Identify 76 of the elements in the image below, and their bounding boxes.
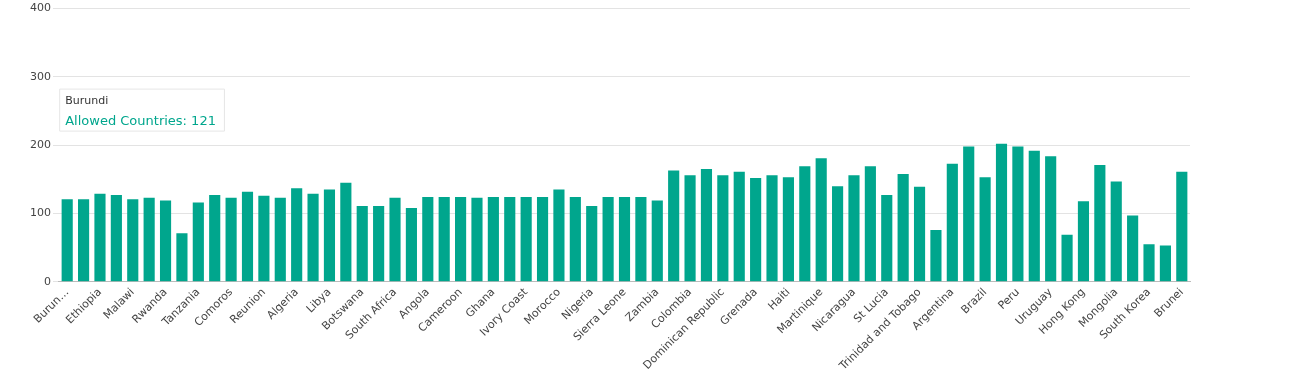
bar [979,177,991,282]
bar [209,195,221,282]
bar [1094,165,1106,282]
bar [864,166,876,282]
bar [127,199,139,282]
y-tick-label: 200 [30,138,51,152]
y-tick-label: 300 [30,69,51,83]
bar [553,189,565,282]
bar [176,233,188,282]
bar [930,229,942,282]
bar [438,197,450,282]
bar [766,175,778,282]
bar [110,195,122,282]
bar [192,202,204,282]
bar [422,197,434,282]
bar [684,175,696,282]
bar [389,197,401,282]
bar [897,173,909,282]
bar [618,197,631,282]
bar [913,186,926,282]
bar [586,205,598,282]
bar [815,158,827,282]
bar [733,171,745,282]
bar [504,197,516,282]
bar [946,163,958,282]
bar [1045,156,1057,282]
bar [1061,234,1073,282]
bar [832,186,844,282]
annotation: Allowed Countries: 121 [65,112,216,128]
bar [520,197,532,282]
bar [405,208,417,282]
bar [241,191,254,282]
bar [602,197,614,282]
bar [848,175,860,282]
bar [323,189,336,282]
bar [455,197,467,282]
bar [1110,181,1122,282]
bar [1159,245,1171,282]
bar [78,199,90,282]
bar [340,182,352,282]
y-tick-label: 100 [30,206,51,220]
bar [750,177,762,282]
bar [1127,215,1139,282]
bar [487,197,499,282]
bar [274,197,286,282]
bar [356,205,368,282]
bar [1077,201,1090,282]
bar [995,143,1008,282]
annotation: Burundi [65,93,109,107]
bar [61,199,73,282]
bar [1012,146,1024,282]
bar [635,197,647,282]
bar [143,197,155,282]
bar [963,146,975,282]
bar [717,175,729,282]
bar [159,200,172,282]
bar [799,166,811,282]
bar [291,188,303,282]
bar [569,197,581,282]
bar [700,169,713,282]
bar [536,197,549,282]
bar [1143,244,1155,282]
bar [471,197,483,282]
bar [782,177,794,282]
y-tick-label: 0 [44,274,51,288]
bar [258,195,270,282]
bar [94,193,106,282]
bar [1176,171,1188,282]
bar [651,200,663,282]
bar [307,193,319,282]
bar [881,195,893,282]
bar [668,170,680,282]
bar [225,197,237,282]
y-tick-label: 400 [30,1,51,15]
bar [373,205,385,282]
bar [1028,150,1040,282]
